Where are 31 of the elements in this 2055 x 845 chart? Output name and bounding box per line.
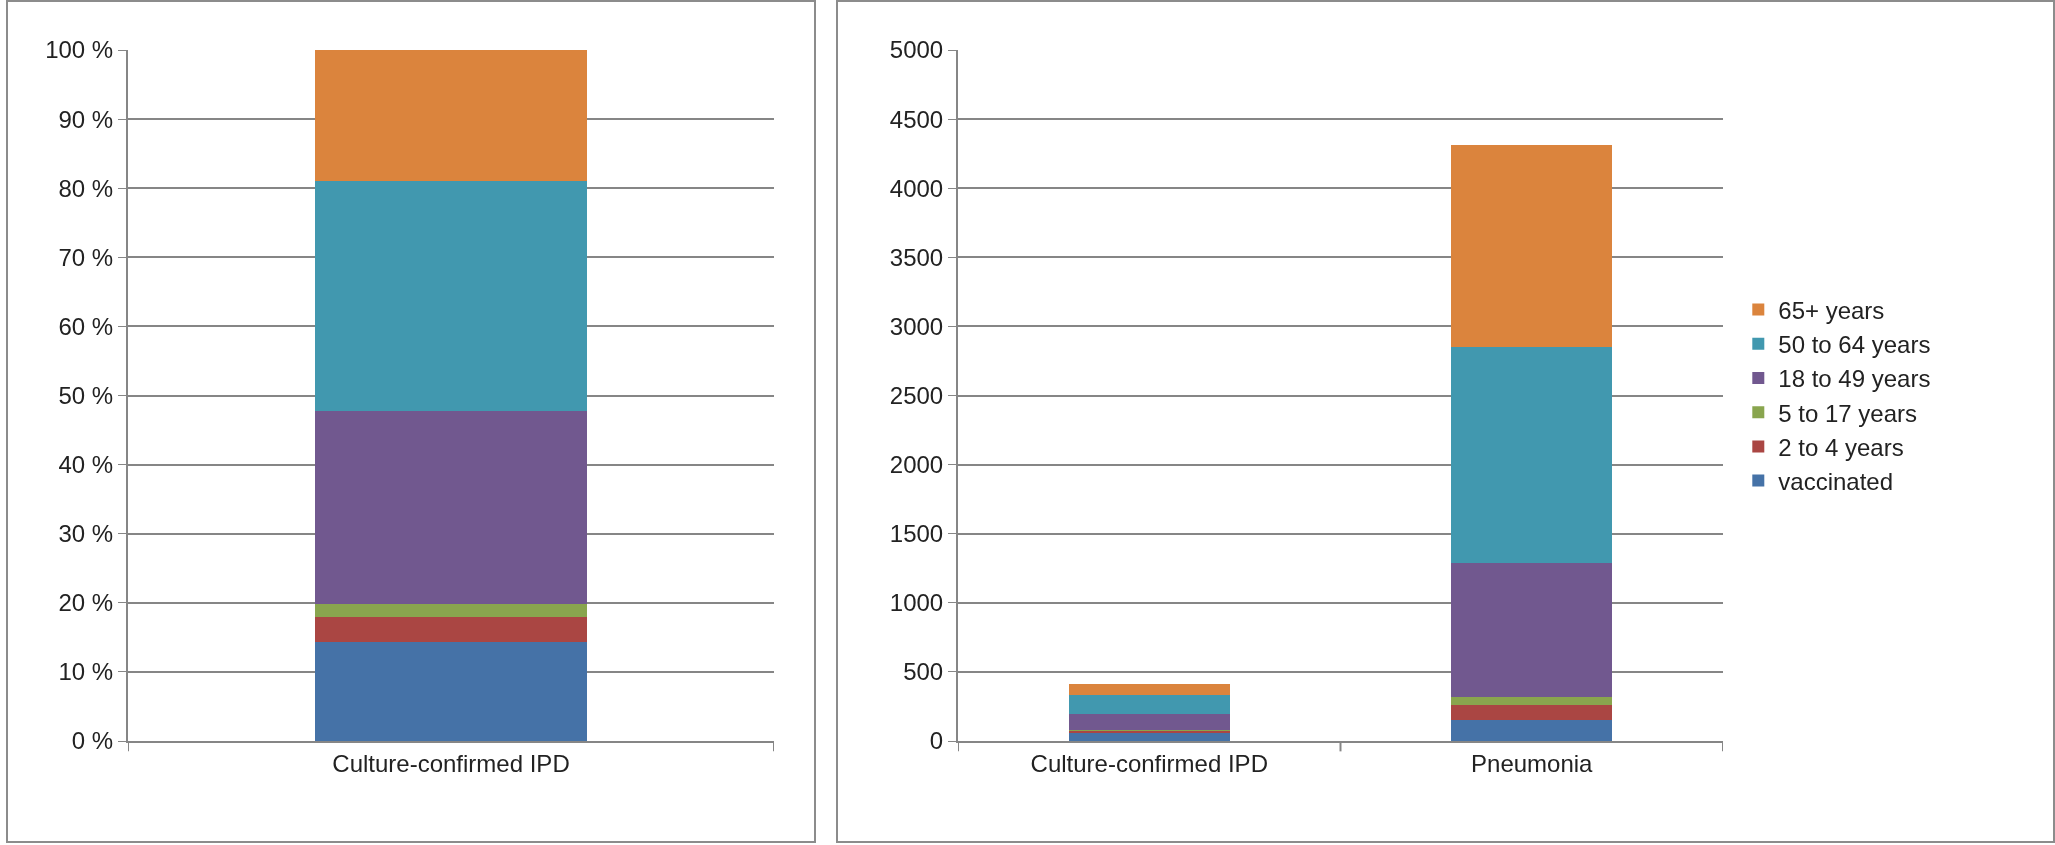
y-tick-label: 30 % <box>58 520 114 548</box>
x-tick-label: Culture-confirmed IPD <box>332 749 570 777</box>
y-tick-label: 1500 <box>889 520 944 548</box>
y-tick-label: 50 % <box>58 381 114 409</box>
y-tick-label: 70 % <box>58 243 114 271</box>
legend-label: vaccinated <box>1778 467 1894 495</box>
y-tick-label: 3000 <box>889 312 944 340</box>
legend-label: 18 to 49 years <box>1778 365 1931 393</box>
y-tick-label: 10 % <box>58 658 114 686</box>
y-tick-label: 40 % <box>58 451 114 478</box>
y-tick-label: 20 % <box>58 589 114 617</box>
legend-label: 2 to 4 years <box>1778 433 1904 461</box>
y-tick-label: 90 % <box>58 105 114 133</box>
y-tick-label: 1000 <box>889 589 944 617</box>
x-tick-label: Pneumonia <box>1471 749 1594 777</box>
y-tick-label: 80 % <box>58 174 114 202</box>
y-tick-label: 4000 <box>889 174 944 202</box>
y-tick-label: 4500 <box>889 105 944 133</box>
y-tick-label: 60 % <box>58 312 114 340</box>
y-tick-label: 0 % <box>71 727 114 755</box>
y-tick-label: 0 <box>929 727 944 755</box>
y-tick-label: 100 % <box>45 36 114 64</box>
legend-label: 5 to 17 years <box>1778 399 1918 427</box>
legend-label: 50 to 64 years <box>1778 331 1931 359</box>
y-tick-label: 500 <box>903 658 944 686</box>
y-tick-label: 2000 <box>889 451 944 478</box>
y-tick-label: 2500 <box>889 381 944 409</box>
x-tick-label: Culture-confirmed IPD <box>1030 749 1268 777</box>
legend-label: 65+ years <box>1778 296 1885 324</box>
y-tick-label: 5000 <box>889 36 944 64</box>
y-tick-label: 3500 <box>889 243 944 271</box>
